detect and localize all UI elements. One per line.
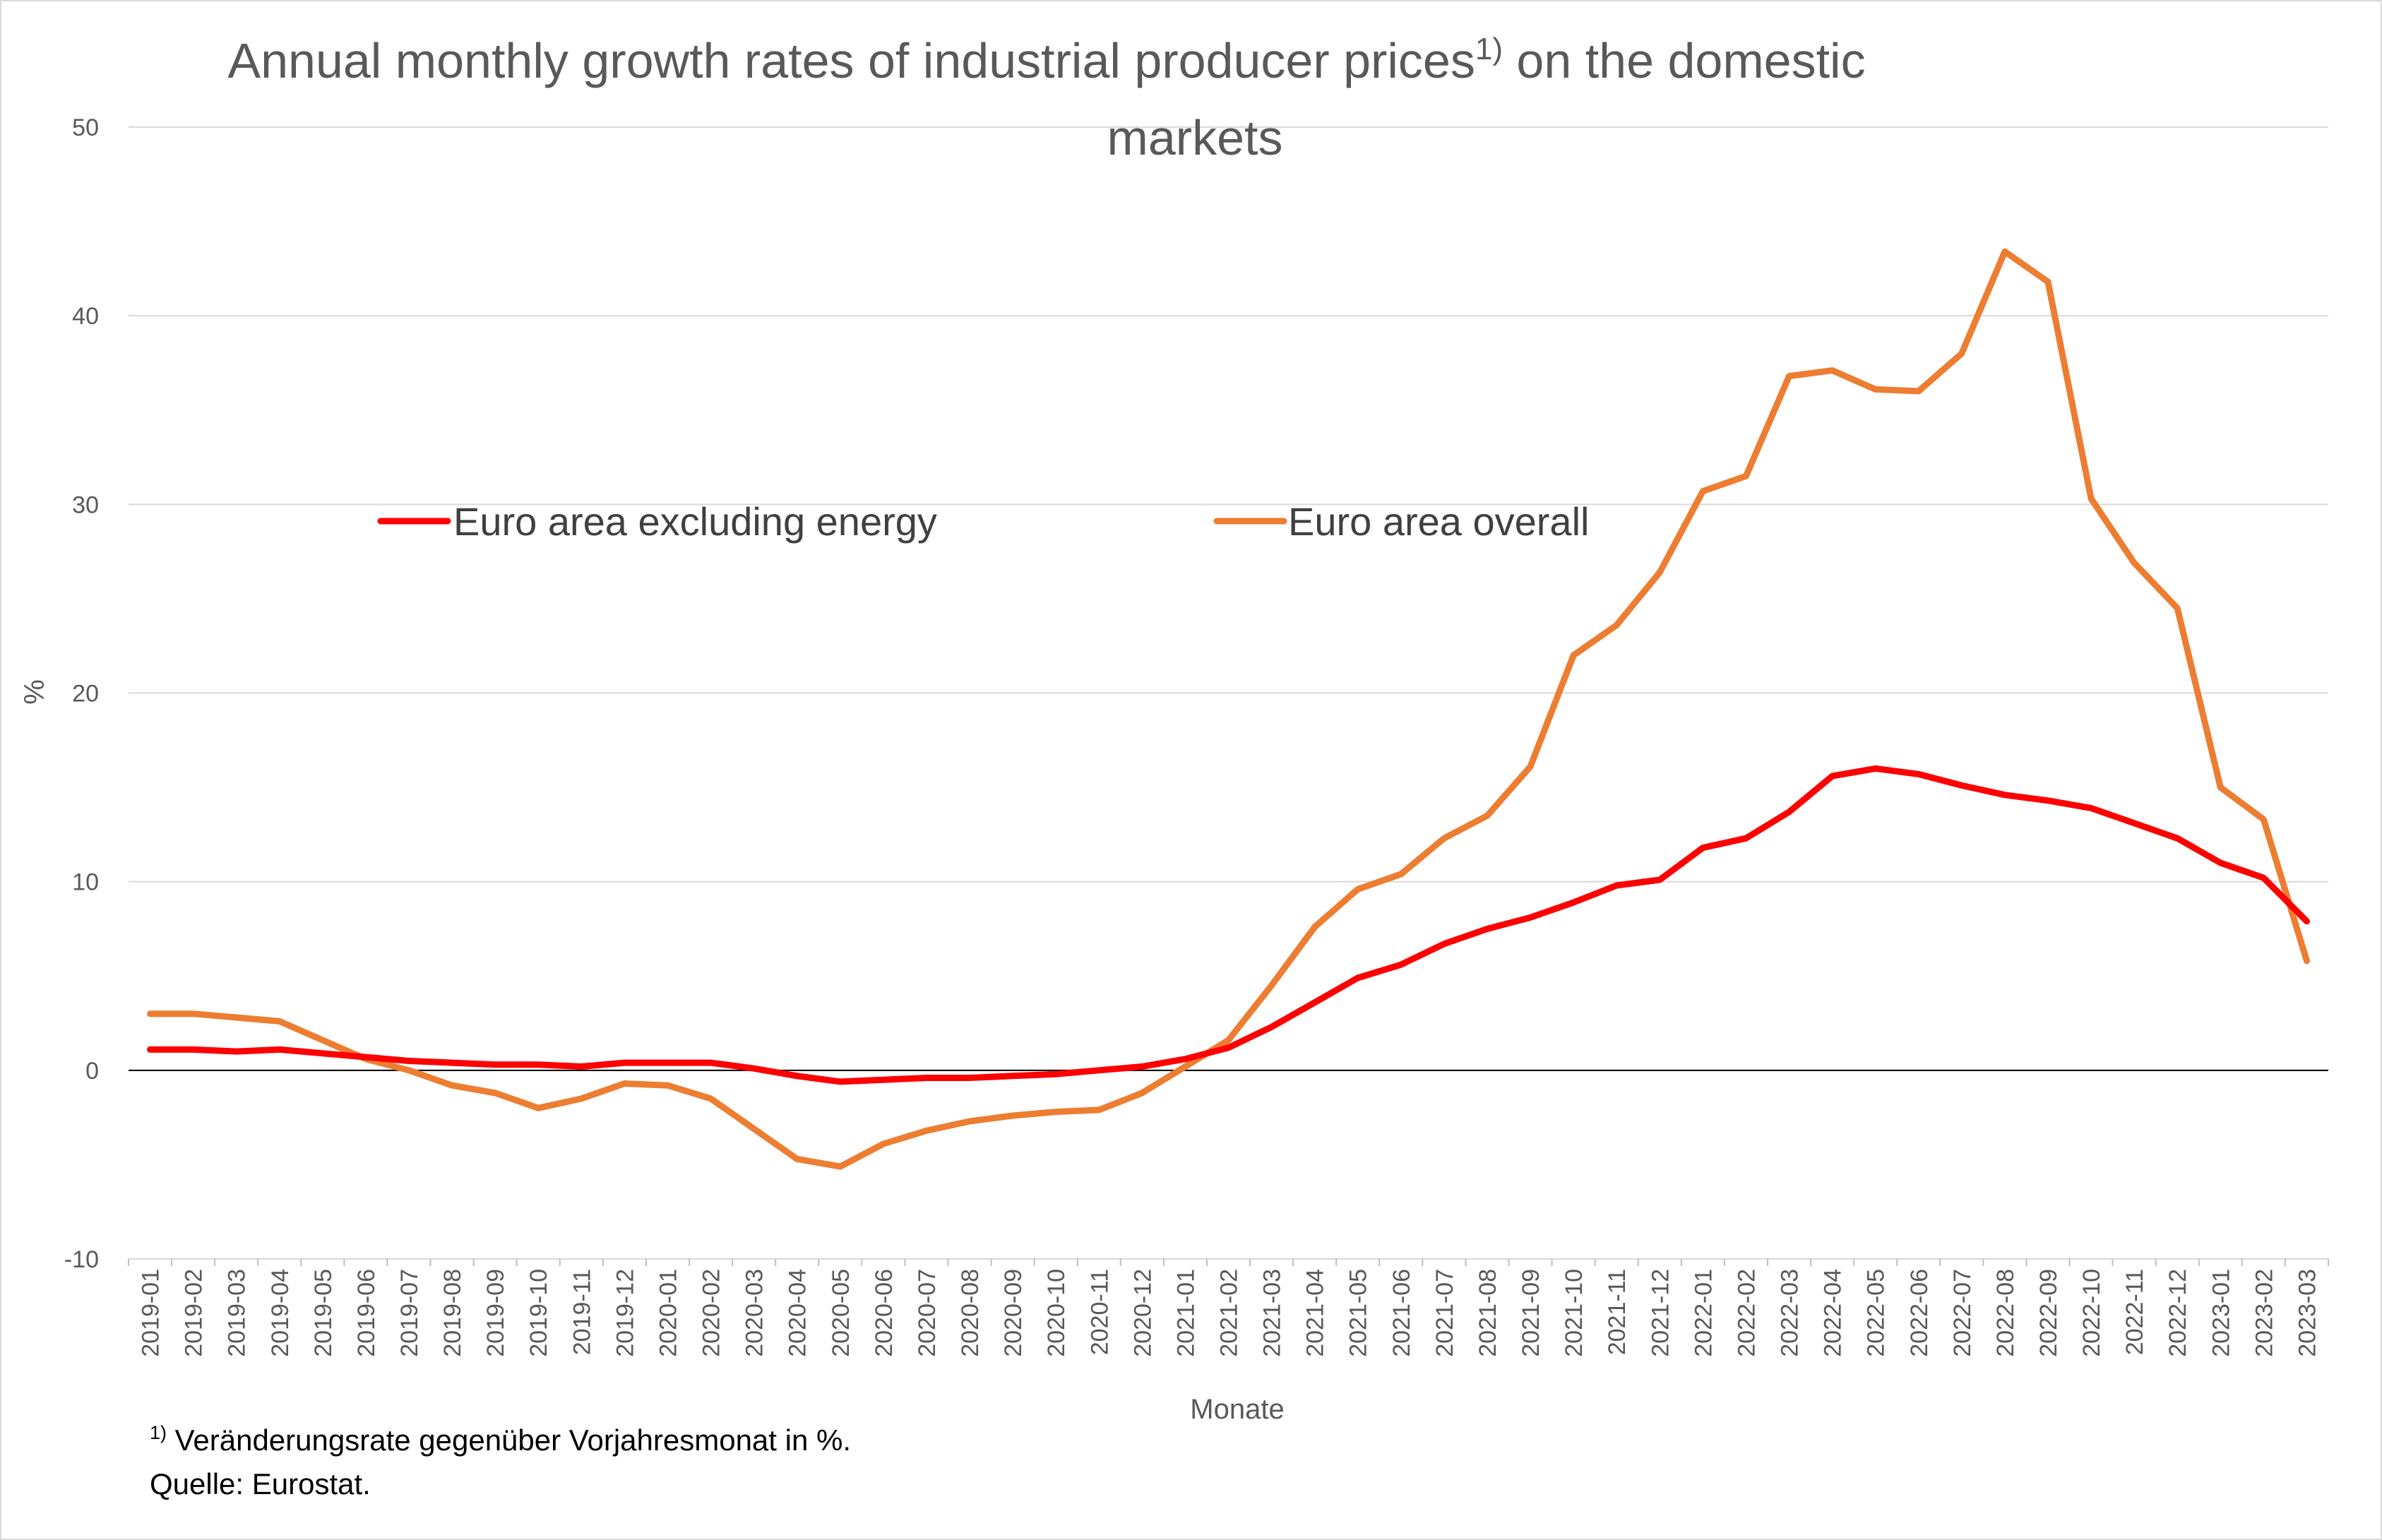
x-tick-label: 2021-03 [1259, 1269, 1286, 1357]
x-tick-label: 2019-06 [353, 1269, 380, 1357]
x-tick-label: 2019-08 [439, 1269, 466, 1357]
x-tick-label: 2021-08 [1475, 1269, 1501, 1357]
legend-label-excluding-energy: Euro area excluding energy [453, 499, 937, 544]
x-tick-label: 2019-04 [267, 1269, 294, 1357]
x-tick-label: 2020-07 [914, 1269, 941, 1357]
x-tick-label: 2020-10 [1043, 1269, 1070, 1357]
x-tick-label: 2019-02 [181, 1269, 208, 1357]
chart-title-line-2: markets [1107, 110, 1283, 165]
x-tick-label: 2020-11 [1086, 1269, 1113, 1355]
y-tick-label: 40 [72, 303, 99, 330]
x-tick-label: 2022-02 [1733, 1269, 1760, 1357]
x-tick-label: 2020-08 [957, 1269, 984, 1357]
x-axis-title: Monate [1190, 1394, 1284, 1425]
series-lines [147, 248, 2310, 1170]
x-axis-tick-labels: 2019-01 2019-02 2019-03 2019-04 2019-05 2019-… [128, 1259, 2329, 1357]
chart-title-superscript: 1) [1475, 32, 1503, 66]
footnote-source: Quelle: Eurostat. [150, 1467, 371, 1500]
x-tick-label: 2021-09 [1518, 1269, 1544, 1357]
x-tick-label: 2019-09 [482, 1269, 509, 1357]
x-tick-label: 2019-07 [396, 1269, 423, 1357]
x-tick-label: 2021-04 [1302, 1269, 1329, 1357]
footnote-marker: 1) [150, 1422, 167, 1443]
x-tick-label: 2022-12 [2164, 1269, 2191, 1357]
x-tick-label: 2022-06 [1906, 1269, 1933, 1357]
x-tick-label: 2021-06 [1388, 1269, 1415, 1357]
y-tick-label: 20 [72, 681, 99, 708]
x-tick-label: 2021-11 [1604, 1269, 1631, 1355]
y-tick-label: 10 [72, 869, 99, 896]
x-tick-label: 2022-01 [1690, 1269, 1717, 1357]
x-tick-label: 2020-04 [785, 1269, 811, 1357]
gridlines [129, 126, 2328, 1260]
x-tick-label: 2021-10 [1561, 1269, 1588, 1357]
x-tick-label: 2021-07 [1431, 1269, 1458, 1357]
footnote-note: 1) Veränderungsrate gegenüber Vorjahresm… [150, 1422, 851, 1457]
x-tick-label: 2023-03 [2294, 1269, 2321, 1357]
x-tick-label: 2020-02 [698, 1269, 725, 1357]
y-axis-tick-labels: -10 0 10 20 30 40 50 [64, 114, 99, 1273]
x-tick-label: 2022-11 [2121, 1269, 2148, 1355]
x-tick-label: 2022-09 [2035, 1269, 2062, 1357]
x-tick-label: 2022-07 [1949, 1269, 1976, 1357]
x-tick-label: 2020-01 [655, 1269, 681, 1357]
x-tick-label: 2022-04 [1820, 1269, 1847, 1357]
x-tick-label: 2023-01 [2208, 1269, 2234, 1357]
series-line-excluding-energy [147, 765, 2310, 1085]
y-tick-label: 0 [85, 1058, 99, 1085]
series-line-overall [147, 248, 2310, 1170]
x-tick-label: 2019-10 [525, 1269, 552, 1357]
x-tick-label: 2019-05 [310, 1269, 337, 1357]
x-tick-label: 2021-05 [1345, 1269, 1372, 1357]
y-tick-label: 30 [72, 491, 99, 518]
legend-label-overall: Euro area overall [1288, 499, 1589, 544]
y-tick-label: -10 [64, 1246, 99, 1273]
x-tick-label: 2019-01 [138, 1269, 165, 1357]
x-tick-label: 2021-02 [1216, 1269, 1243, 1357]
chart-title-continued: on the domestic [1503, 33, 1866, 88]
x-tick-label: 2020-06 [871, 1269, 898, 1357]
footnote-text: Veränderungsrate gegenüber Vorjahresmona… [167, 1423, 851, 1457]
x-tick-label: 2022-05 [1863, 1269, 1890, 1357]
x-tick-label: 2020-03 [742, 1269, 768, 1357]
x-tick-label: 2020-12 [1129, 1269, 1156, 1357]
x-tick-label: 2023-02 [2251, 1269, 2277, 1357]
x-tick-label: 2019-11 [568, 1269, 595, 1355]
legend: Euro area excluding energy Euro area ove… [377, 499, 1589, 544]
x-tick-label: 2021-01 [1172, 1269, 1199, 1357]
y-axis-title: % [19, 679, 50, 705]
x-tick-label: 2022-03 [1777, 1269, 1804, 1357]
x-tick-label: 2022-08 [1992, 1269, 2019, 1357]
x-tick-label: 2020-09 [1000, 1269, 1027, 1357]
x-tick-label: 2021-12 [1647, 1269, 1674, 1357]
x-tick-label: 2019-12 [612, 1269, 638, 1357]
x-tick-label: 2022-10 [2078, 1269, 2105, 1357]
x-tick-label: 2019-03 [224, 1269, 251, 1357]
x-tick-label: 2020-05 [828, 1269, 854, 1357]
y-tick-label: 50 [72, 114, 99, 141]
chart-title-line-1: Annual monthly growth rates of industria… [227, 32, 1865, 88]
chart-title-main: Annual monthly growth rates of industria… [227, 33, 1475, 88]
